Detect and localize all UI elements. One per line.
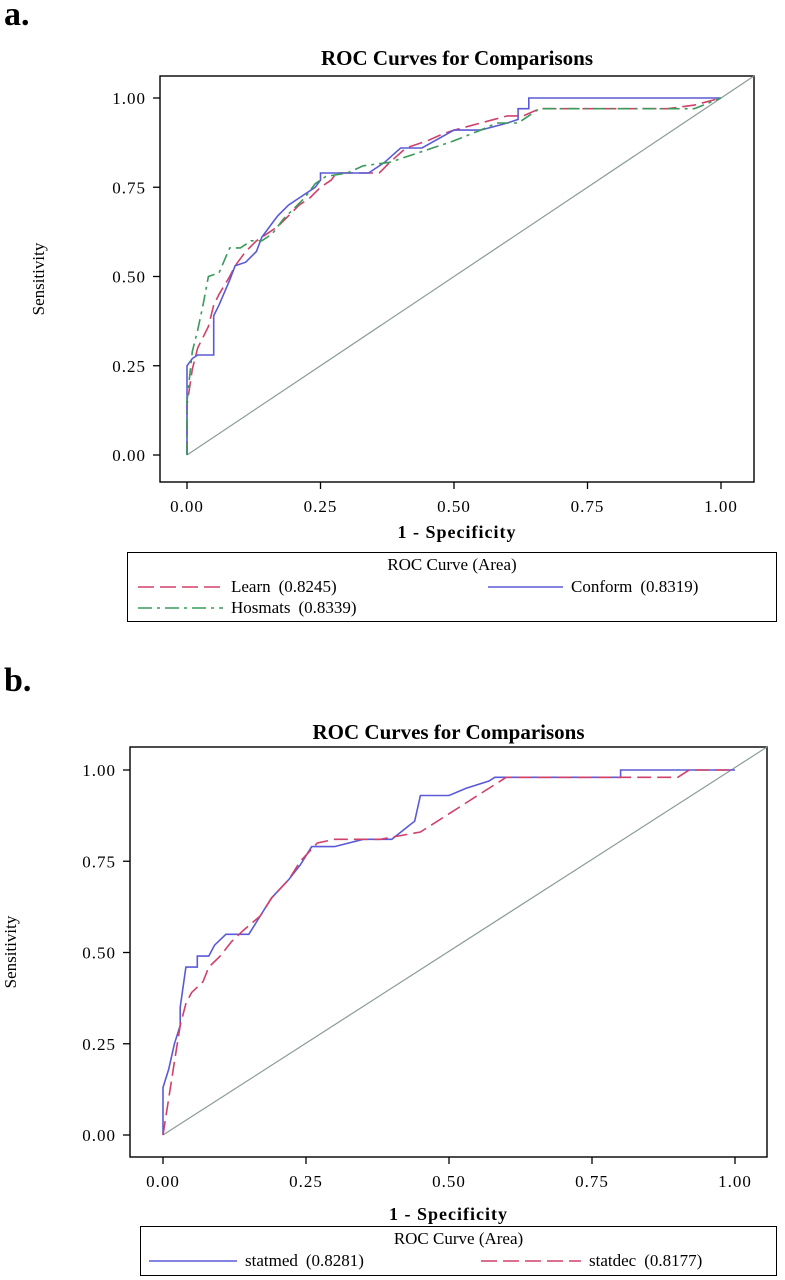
legend-a-swatch-learn: [138, 586, 223, 588]
legend-a-title: ROC Curve (Area): [387, 555, 517, 574]
x-tick-label: 0.00: [170, 497, 204, 516]
legend-b-area-statmed: (0.8281): [305, 1251, 364, 1270]
x-tick-label: 0.00: [146, 1172, 180, 1191]
legend-a-name-hosmats: Hosmats: [231, 598, 291, 617]
y-tick-label: 0.00: [112, 446, 146, 465]
panel-b-label: b.: [4, 662, 32, 699]
reference-diagonal: [186, 75, 755, 456]
x-tick-label: 0.25: [289, 1172, 323, 1191]
series-line-learn: [186, 97, 722, 455]
legend-b: ROC Curve (Area) statmed (0.8281) statde…: [140, 1226, 777, 1276]
x-tick-label: 1.00: [704, 497, 738, 516]
x-tick-label: 0.50: [437, 497, 471, 516]
series-line-conform: [186, 97, 721, 455]
legend-b-entry-statmed: statmed (0.8281): [149, 1251, 364, 1271]
legend-a-swatch-conform: [488, 586, 563, 588]
y-tick-label: 0.75: [112, 178, 146, 197]
y-tick-label: 1.00: [112, 89, 146, 108]
x-tick-label: 0.75: [575, 1172, 609, 1191]
roc-chart-a: ROC Curves for Comparisons 0.00 0.25 0.50 0.…: [29, 46, 755, 542]
y-tick-label: 0.25: [82, 1035, 116, 1054]
chart-title: ROC Curves for Comparisons: [312, 720, 584, 744]
legend-b-name-statdec: statdec: [589, 1251, 637, 1270]
y-axis-label: Sensitivity: [29, 242, 48, 315]
legend-a-entry-hosmats: Hosmats (0.8339): [138, 598, 357, 618]
legend-b-title: ROC Curve (Area): [393, 1229, 524, 1248]
legend-b-area-statdec: (0.8177): [644, 1251, 703, 1270]
y-tick-label: 0.00: [82, 1126, 116, 1145]
legend-a-entry-learn: Learn (0.8245): [138, 577, 337, 597]
legend-a-area-hosmats: (0.8339): [298, 598, 357, 617]
y-tick-label: 0.50: [82, 944, 116, 963]
legend-b-entry-statdec: statdec (0.8177): [481, 1251, 702, 1271]
x-tick-label: 0.25: [304, 497, 338, 516]
x-axis-label: 1 - Specificity: [398, 522, 517, 542]
panel-a-label: a.: [4, 0, 30, 33]
legend-a-entry-conform: Conform (0.8319): [488, 577, 698, 597]
x-tick-label: 1.00: [718, 1172, 752, 1191]
y-tick-label: 0.75: [82, 852, 116, 871]
x-tick-label: 0.75: [571, 497, 605, 516]
legend-a-area-conform: (0.8319): [640, 577, 699, 596]
x-tick-label: 0.50: [432, 1172, 466, 1191]
roc-chart-b: ROC Curves for Comparisons 0.00 0.25 0.50 0.…: [1, 720, 768, 1224]
legend-b-swatch-statdec: [481, 1260, 581, 1262]
series-line-statdec: [162, 769, 735, 1136]
reference-diagonal: [162, 746, 768, 1136]
legend-a: ROC Curve (Area) Learn (0.8245) Conform …: [127, 552, 777, 622]
legend-a-area-learn: (0.8245): [278, 577, 337, 596]
y-tick-label: 0.25: [112, 357, 146, 376]
x-axis-label: 1 - Specificity: [389, 1204, 508, 1224]
legend-a-name-conform: Conform: [571, 577, 633, 596]
legend-b-name-statmed: statmed: [245, 1251, 298, 1270]
plot-frame: [159, 75, 755, 483]
y-axis-label: Sensitivity: [1, 915, 20, 988]
y-tick-label: 1.00: [82, 761, 116, 780]
legend-a-name-learn: Learn: [231, 577, 271, 596]
series-line-hosmats: [186, 97, 722, 455]
chart-title: ROC Curves for Comparisons: [321, 46, 593, 70]
y-tick-label: 0.50: [112, 268, 146, 287]
legend-b-swatch-statmed: [149, 1260, 237, 1262]
